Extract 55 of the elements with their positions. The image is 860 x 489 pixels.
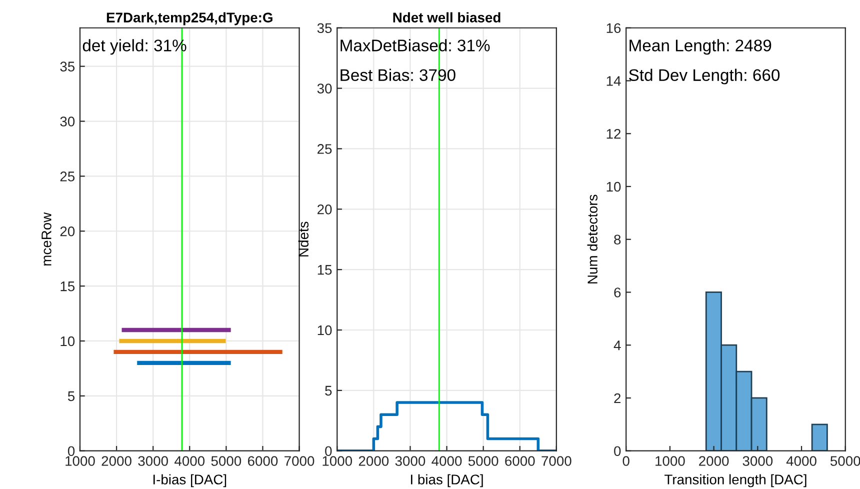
y-axis-title: Num detectors bbox=[587, 194, 598, 284]
annotation: Mean Length: 2489 bbox=[630, 39, 772, 55]
x-tick-label: 5000 bbox=[468, 456, 498, 466]
y-tick-label: 16 bbox=[606, 23, 621, 34]
y-tick-label: 30 bbox=[317, 84, 332, 94]
y-tick-label: 20 bbox=[60, 226, 75, 236]
y-axis-title: Ndets bbox=[298, 222, 309, 256]
x-tick-label: 7000 bbox=[284, 456, 314, 466]
y-tick-label: 10 bbox=[318, 325, 332, 336]
y-tick-label: 12 bbox=[606, 128, 621, 139]
y-tick-label: 10 bbox=[60, 336, 75, 346]
y-tick-label: 4 bbox=[614, 340, 621, 350]
x-tick-label: 3000 bbox=[138, 456, 168, 466]
y-tick-label: 6 bbox=[614, 288, 621, 298]
x-tick-label: 5000 bbox=[830, 456, 860, 466]
y-tick-label: 0 bbox=[614, 446, 621, 456]
x-tick-label: 2000 bbox=[102, 456, 132, 466]
x-tick-label: 1000 bbox=[322, 456, 352, 466]
x-tick-label: 4000 bbox=[786, 456, 816, 466]
y-tick-label: 15 bbox=[60, 282, 75, 292]
x-tick-label: 3000 bbox=[742, 456, 773, 466]
y-tick-label: 8 bbox=[614, 234, 621, 245]
x-tick-label: 6000 bbox=[505, 456, 535, 466]
y-tick-label: 25 bbox=[60, 172, 75, 182]
x-tick-label: 2000 bbox=[699, 456, 729, 466]
y-tick-label: 14 bbox=[606, 76, 621, 86]
y-tick-label: 30 bbox=[60, 116, 75, 126]
annotation: Std Dev Length: 660 bbox=[629, 68, 780, 84]
y-tick-label: 10 bbox=[606, 182, 621, 192]
x-axis-title: Transition length [DAC] bbox=[664, 474, 806, 488]
y-tick-label: 5 bbox=[325, 386, 332, 396]
chart-title: E7Dark,temp254,dType:G bbox=[106, 12, 272, 26]
y-tick-label: 5 bbox=[68, 391, 75, 402]
x-tick-label: 7000 bbox=[542, 456, 572, 466]
x-tick-label: 2000 bbox=[358, 456, 389, 466]
x-tick-label: 5000 bbox=[211, 456, 242, 466]
y-tick-label: 25 bbox=[318, 144, 332, 154]
x-axis-title: I-bias [DAC] bbox=[153, 474, 226, 488]
x-tick-label: 3000 bbox=[395, 456, 426, 466]
x-tick-label: 1000 bbox=[656, 456, 685, 466]
y-tick-label: 0 bbox=[68, 446, 75, 456]
x-tick-label: 6000 bbox=[248, 456, 278, 466]
x-tick-label: 1000 bbox=[66, 456, 95, 466]
y-axis-title: mceRow bbox=[42, 212, 52, 266]
y-tick-label: 35 bbox=[317, 23, 332, 34]
x-tick-label: 0 bbox=[622, 456, 630, 466]
y-tick-label: 0 bbox=[325, 446, 332, 456]
y-tick-label: 20 bbox=[318, 204, 332, 214]
x-axis-title: I bias [DAC] bbox=[411, 474, 483, 488]
y-tick-label: 2 bbox=[614, 393, 621, 404]
y-tick-label: 35 bbox=[60, 62, 75, 72]
y-tick-label: 15 bbox=[318, 265, 332, 275]
x-tick-label: 4000 bbox=[174, 456, 205, 466]
x-tick-label: 4000 bbox=[432, 456, 462, 466]
chart-title: Ndet well biased bbox=[393, 12, 500, 22]
